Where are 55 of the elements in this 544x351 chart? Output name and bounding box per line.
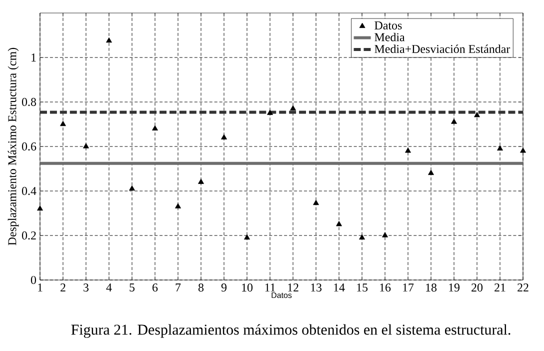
x-tick-label: 7	[176, 284, 181, 292]
x-tick-label: 8	[198, 284, 204, 292]
x-tick-label: 12	[288, 284, 298, 292]
legend-label: Media+Desviación Estándar	[374, 44, 510, 54]
point	[520, 148, 526, 153]
y-tick-label: 1	[32, 54, 36, 62]
point	[428, 170, 434, 175]
x-tick-label: 19	[449, 284, 460, 292]
point	[198, 178, 204, 184]
point	[405, 148, 411, 153]
y-tick-label: 0.2	[22, 231, 36, 240]
x-tick-label: 16	[380, 284, 391, 292]
y-tick-label: 0	[30, 276, 36, 284]
x-tick-label: 21	[494, 284, 506, 292]
x-tick-label: 6	[152, 284, 158, 292]
y-tick-label: 0.6	[22, 142, 36, 151]
point	[83, 143, 89, 148]
point	[129, 185, 135, 191]
point	[60, 120, 66, 126]
point	[267, 110, 273, 115]
point	[175, 203, 181, 208]
x-tick-label: 4	[106, 284, 112, 292]
legend-label: Datos	[374, 22, 402, 30]
x-tick-label: 11	[265, 284, 276, 292]
x-tick-label: 1	[38, 284, 42, 292]
x-tick-label: 3	[84, 284, 89, 292]
x-tick-label: 17	[403, 284, 414, 292]
point	[474, 112, 480, 118]
x-tick-label: 15	[357, 284, 368, 292]
point	[152, 125, 158, 130]
y-tick-label: 0.4	[22, 186, 36, 196]
point	[290, 105, 296, 110]
y-axis-title: Desplazamiento Máximo Estructura (cm)	[8, 48, 19, 246]
point	[497, 145, 503, 151]
x-tick-label: 14	[334, 284, 345, 292]
point	[244, 234, 250, 240]
legend-label: Media	[374, 32, 405, 42]
point	[359, 234, 365, 240]
point	[221, 134, 227, 140]
x-tick-label: 22	[518, 284, 528, 292]
x-tick-label: 18	[426, 284, 437, 292]
y-tick-label: 0.8	[22, 98, 36, 106]
point	[106, 37, 112, 43]
x-tick-label: 10	[242, 284, 253, 292]
x-tick-label: 2	[60, 284, 66, 292]
text: Figura 21. Desplazamientos máximos obtenidos en el sistema estructural.	[71, 324, 510, 338]
point	[37, 205, 43, 211]
point	[382, 232, 388, 238]
x-tick-label: 5	[130, 284, 135, 292]
x-tick-label: 20	[472, 284, 483, 292]
x-tick-label: 13	[311, 284, 322, 292]
x-tick-label: 9	[221, 284, 226, 292]
point	[313, 200, 319, 206]
point	[336, 220, 342, 226]
point	[451, 118, 457, 124]
